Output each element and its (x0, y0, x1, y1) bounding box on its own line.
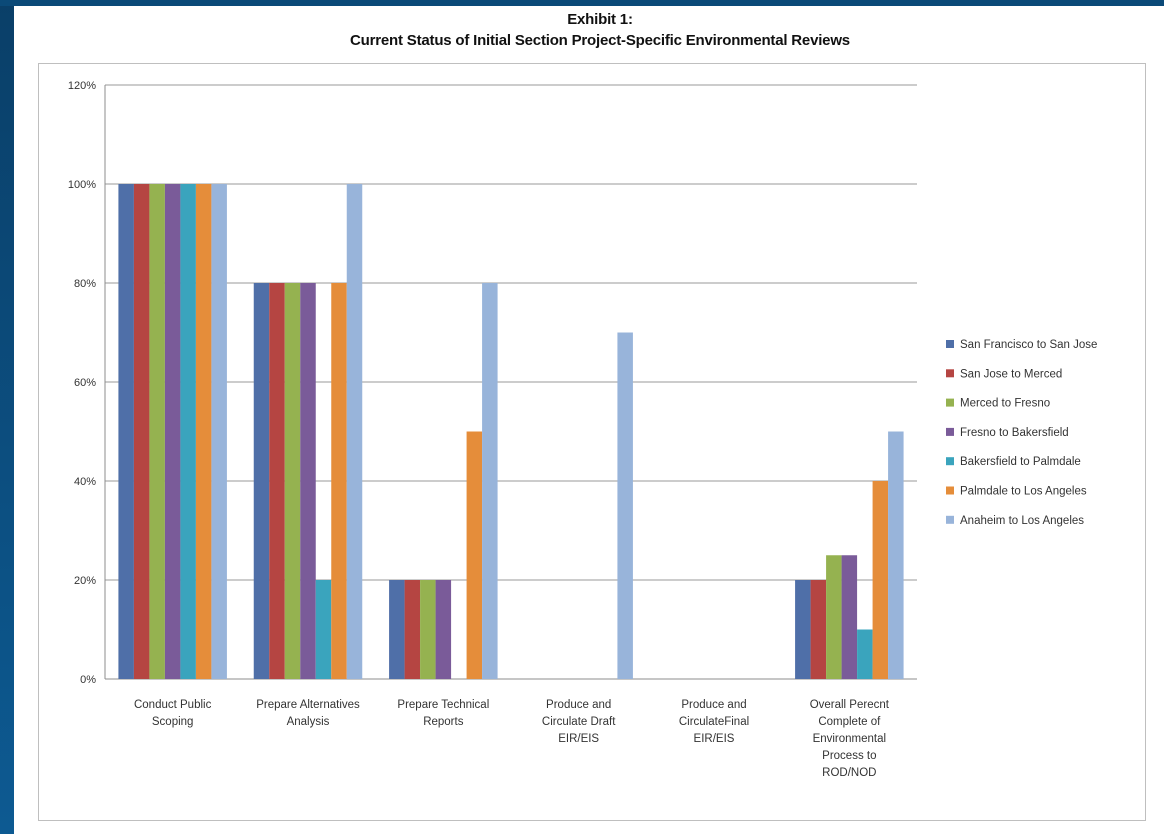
x-category-label: Prepare Alternatives Analysis (256, 699, 360, 728)
bar (253, 283, 270, 679)
bar (315, 580, 332, 679)
legend-swatch (946, 369, 954, 378)
legend-swatch (946, 340, 954, 348)
bar (420, 580, 436, 679)
legend-swatch (946, 486, 954, 495)
bar (346, 184, 363, 679)
y-tick-label: 0% (80, 674, 96, 686)
bar (482, 283, 498, 679)
bar (118, 184, 134, 679)
bar (133, 184, 150, 679)
bar (810, 580, 827, 679)
bar (888, 431, 904, 679)
bar (435, 580, 452, 679)
y-tick-label: 120% (68, 80, 96, 92)
top-border (0, 0, 1164, 6)
y-tick-label: 20% (74, 575, 96, 587)
legend-label: San Francisco to San Jose (960, 339, 1097, 351)
x-category-label: Produce and Circulate Draft EIR/EIS (542, 699, 616, 745)
bar (617, 332, 633, 679)
legend-label: Bakersfield to Palmdale (960, 456, 1081, 468)
bar (195, 184, 212, 679)
left-border (0, 0, 14, 834)
bar (795, 580, 811, 679)
legend-label: San Jose to Merced (960, 368, 1062, 380)
legend-label: Palmdale to Los Angeles (960, 486, 1087, 498)
y-tick-label: 60% (74, 377, 96, 389)
bar (269, 283, 285, 679)
chart-title: Exhibit 1: (567, 11, 633, 28)
y-tick-label: 80% (74, 278, 96, 290)
bar (389, 580, 405, 679)
chart-area-border (38, 63, 1146, 821)
x-category-label: Conduct Public Scoping (134, 699, 212, 728)
bar (841, 555, 858, 679)
legend-swatch (946, 398, 954, 407)
legend-swatch (946, 515, 954, 524)
y-tick-label: 40% (74, 476, 96, 488)
bar (211, 184, 227, 679)
y-tick-label: 100% (68, 179, 96, 191)
bar (284, 283, 301, 679)
chart-subtitle: Current Status of Initial Section Projec… (350, 32, 850, 49)
bar (857, 629, 873, 679)
legend-label: Fresno to Bakersfield (960, 427, 1069, 439)
legend-label: Anaheim to Los Angeles (960, 515, 1084, 527)
legend-swatch (946, 457, 954, 466)
bar (466, 431, 483, 679)
bar (300, 283, 316, 679)
bar (180, 184, 196, 679)
bar (872, 481, 889, 679)
bar (826, 555, 842, 679)
x-category-label: Prepare Technical Reports (397, 699, 489, 728)
x-category-label: Produce and CirculateFinal EIR/EIS (679, 699, 749, 745)
bar (331, 283, 347, 679)
x-category-label: Overall Perecnt Complete of Environmental P… (810, 699, 890, 779)
bar (164, 184, 181, 679)
legend-label: Merced to Fresno (960, 398, 1050, 410)
bar (149, 184, 165, 679)
legend-swatch (946, 427, 954, 436)
bar (404, 580, 421, 679)
